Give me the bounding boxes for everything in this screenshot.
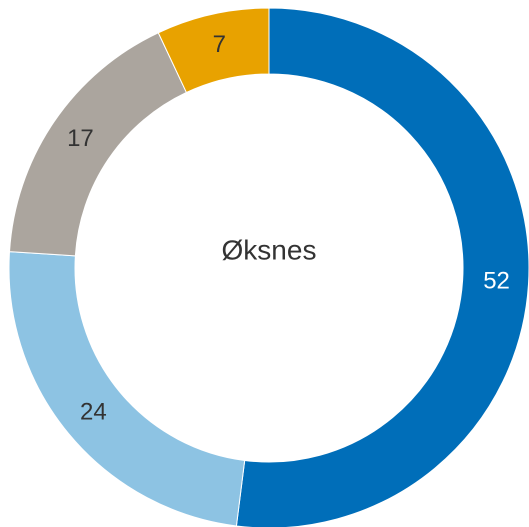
slice — [8, 251, 246, 527]
slice — [235, 7, 529, 527]
slice — [8, 32, 188, 257]
value-label: 7 — [213, 31, 226, 58]
value-label: 24 — [80, 399, 107, 426]
value-label: 52 — [483, 268, 510, 295]
value-label: 17 — [67, 125, 94, 152]
slice — [157, 7, 270, 94]
center-label: Øksnes — [222, 234, 317, 265]
